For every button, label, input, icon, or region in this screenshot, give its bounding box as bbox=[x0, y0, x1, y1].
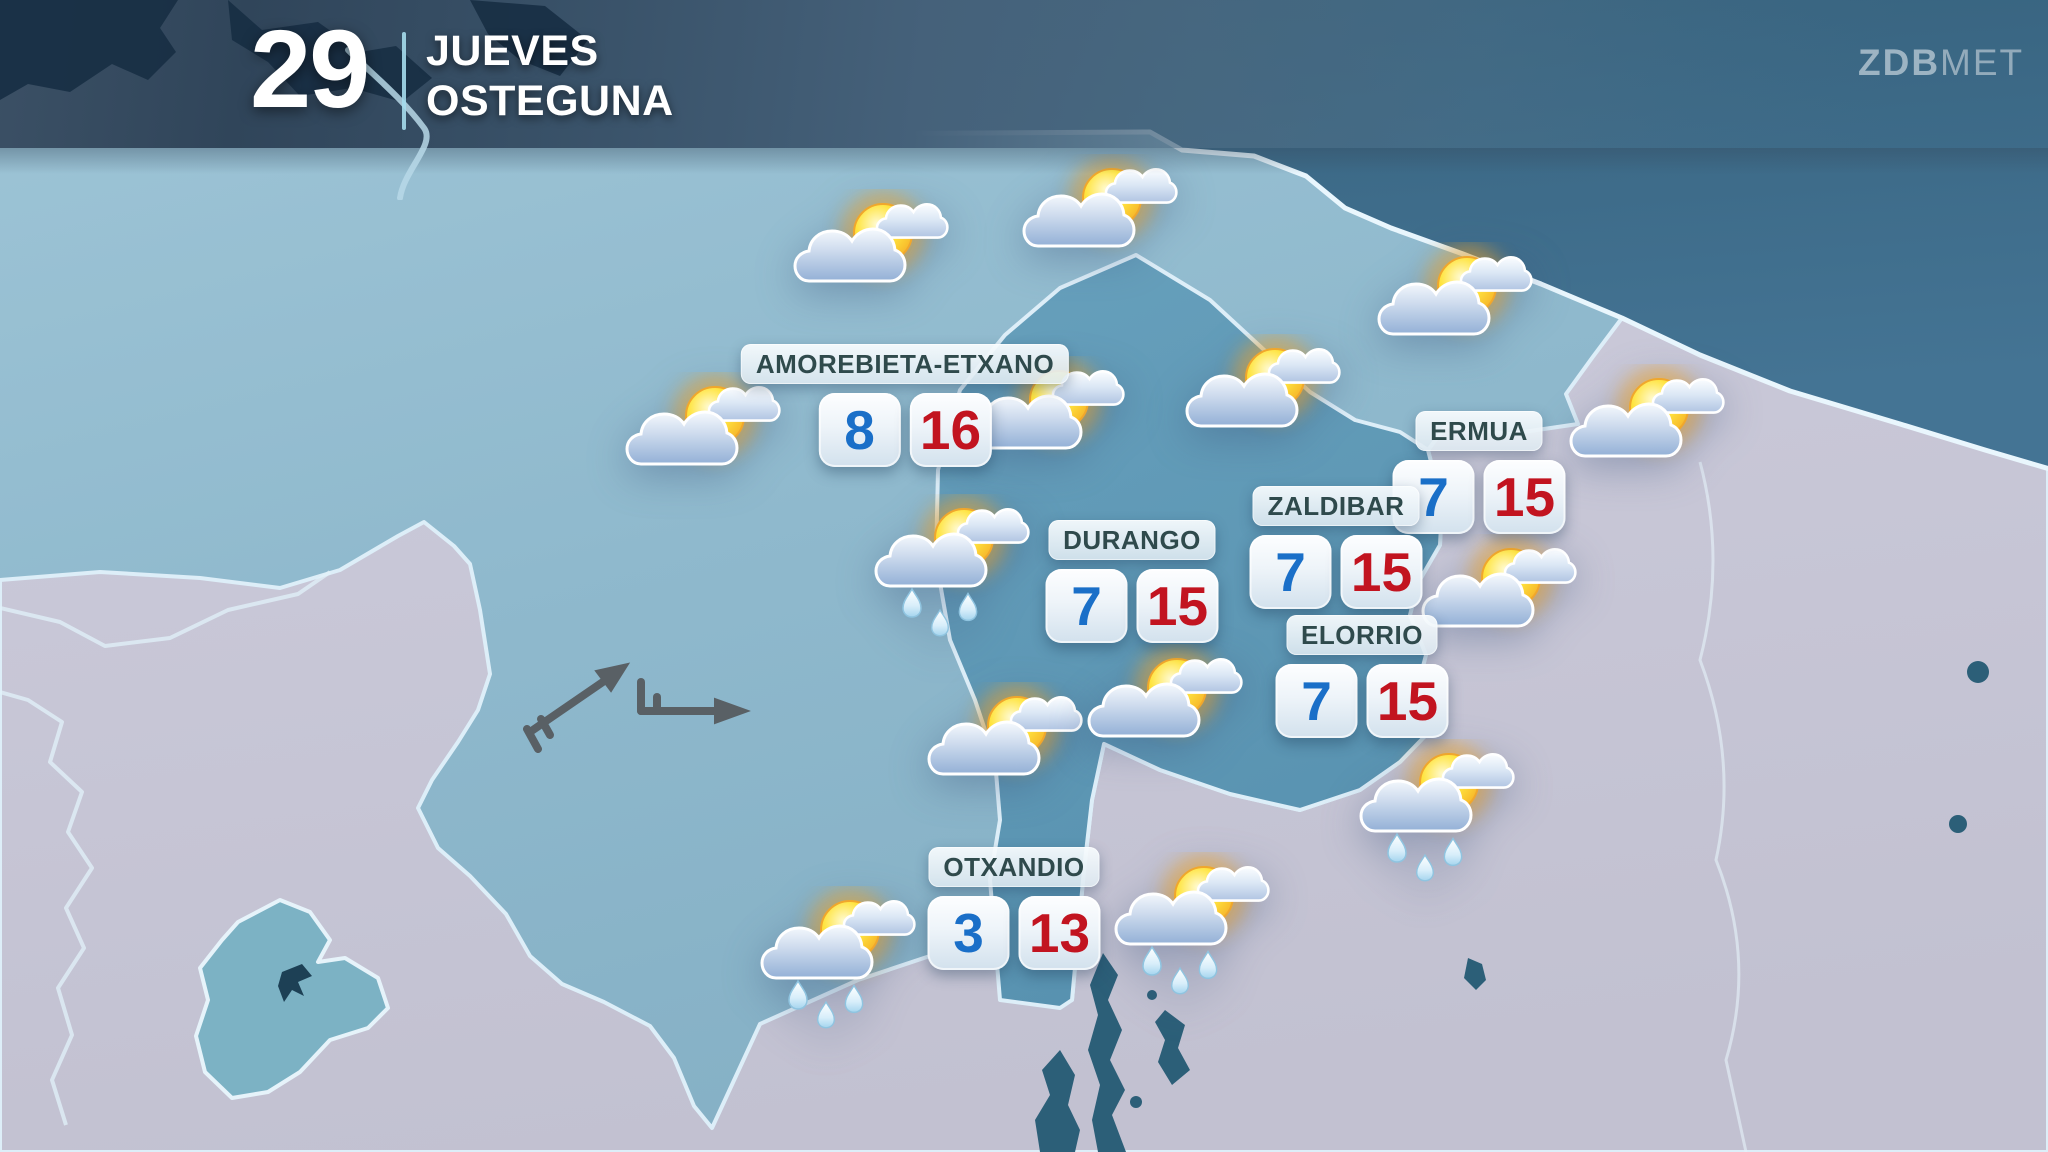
town-name-label: ZALDIBAR bbox=[1252, 486, 1420, 526]
weather-icon-partly-cloudy-rain bbox=[1114, 854, 1270, 995]
temp-max-box: 16 bbox=[909, 393, 992, 467]
town-otxandio: OTXANDIO 3 13 bbox=[927, 847, 1101, 970]
temperature-boxes: 7 15 bbox=[1275, 664, 1449, 738]
small-reservoir bbox=[278, 964, 312, 1002]
weather-icon-partly-cloudy bbox=[1421, 536, 1577, 628]
wind-barb-east-icon bbox=[637, 678, 751, 725]
wind-barbs bbox=[523, 662, 751, 753]
town-name-label: AMOREBIETA-ETXANO bbox=[740, 344, 1070, 384]
wind-barb-northeast-icon bbox=[523, 662, 631, 753]
temp-min-box: 7 bbox=[1045, 569, 1128, 643]
temp-max-box: 15 bbox=[1366, 664, 1449, 738]
weather-icon-partly-cloudy bbox=[1377, 244, 1533, 336]
town-name-label: ELORRIO bbox=[1286, 615, 1438, 655]
logo-bold-part: ZDB bbox=[1858, 42, 1941, 83]
day-name-spanish: JUEVES bbox=[426, 27, 599, 75]
weather-icon-partly-cloudy bbox=[1185, 336, 1341, 428]
weather-icon-partly-cloudy-rain bbox=[1359, 741, 1515, 882]
province-border-line bbox=[1698, 461, 1748, 1152]
town-zaldibar: ZALDIBAR 7 15 bbox=[1249, 486, 1423, 609]
weather-icon-partly-cloudy bbox=[927, 684, 1083, 776]
lake bbox=[194, 898, 390, 1100]
weather-icon-partly-cloudy bbox=[625, 374, 781, 466]
temperature-boxes: 7 15 bbox=[1249, 535, 1423, 609]
header-divider bbox=[402, 32, 406, 130]
temp-max-box: 15 bbox=[1483, 460, 1566, 534]
temp-max-box: 13 bbox=[1018, 896, 1101, 970]
town-elorrio: ELORRIO 7 15 bbox=[1275, 615, 1449, 738]
day-names: JUEVES OSTEGUNA bbox=[426, 26, 674, 126]
temperature-boxes: 8 16 bbox=[818, 393, 992, 467]
temperature-boxes: 3 13 bbox=[927, 896, 1101, 970]
header: 29 JUEVES OSTEGUNA ZDBMET bbox=[0, 0, 2048, 150]
temp-min-box: 8 bbox=[818, 393, 901, 467]
town-name-label: OTXANDIO bbox=[928, 847, 1100, 887]
station-logo: ZDBMET bbox=[1858, 42, 2024, 84]
day-name-basque: OSTEGUNA bbox=[426, 77, 674, 125]
day-number: 29 bbox=[250, 8, 370, 131]
province-border-line bbox=[0, 690, 94, 1126]
estuary-line bbox=[345, 47, 430, 200]
temp-min-box: 7 bbox=[1249, 535, 1332, 609]
weather-icon-partly-cloudy bbox=[1569, 366, 1725, 458]
temperature-boxes: 7 15 bbox=[1045, 569, 1219, 643]
weather-icon-partly-cloudy bbox=[793, 191, 949, 283]
town-durango: DURANGO 7 15 bbox=[1045, 520, 1219, 643]
coast-silhouette bbox=[0, 0, 588, 200]
logo-light-part: MET bbox=[1940, 42, 2025, 83]
temp-max-box: 15 bbox=[1136, 569, 1219, 643]
province-border-line bbox=[0, 570, 332, 648]
weather-icon-partly-cloudy-rain bbox=[874, 496, 1030, 637]
town-amorebieta-etxano: AMOREBIETA-ETXANO 8 16 bbox=[740, 344, 1070, 467]
temp-max-box: 15 bbox=[1340, 535, 1423, 609]
small-water-spots bbox=[1464, 661, 1989, 990]
reservoir-branches bbox=[1035, 953, 1190, 1152]
weather-icon-partly-cloudy-rain bbox=[760, 888, 916, 1029]
weather-icon-partly-cloudy bbox=[1087, 646, 1243, 738]
temp-min-box: 7 bbox=[1275, 664, 1358, 738]
town-name-label: DURANGO bbox=[1048, 520, 1216, 560]
temp-min-box: 3 bbox=[927, 896, 1010, 970]
weather-icon-partly-cloudy bbox=[1022, 156, 1178, 248]
town-name-label: ERMUA bbox=[1415, 411, 1543, 451]
